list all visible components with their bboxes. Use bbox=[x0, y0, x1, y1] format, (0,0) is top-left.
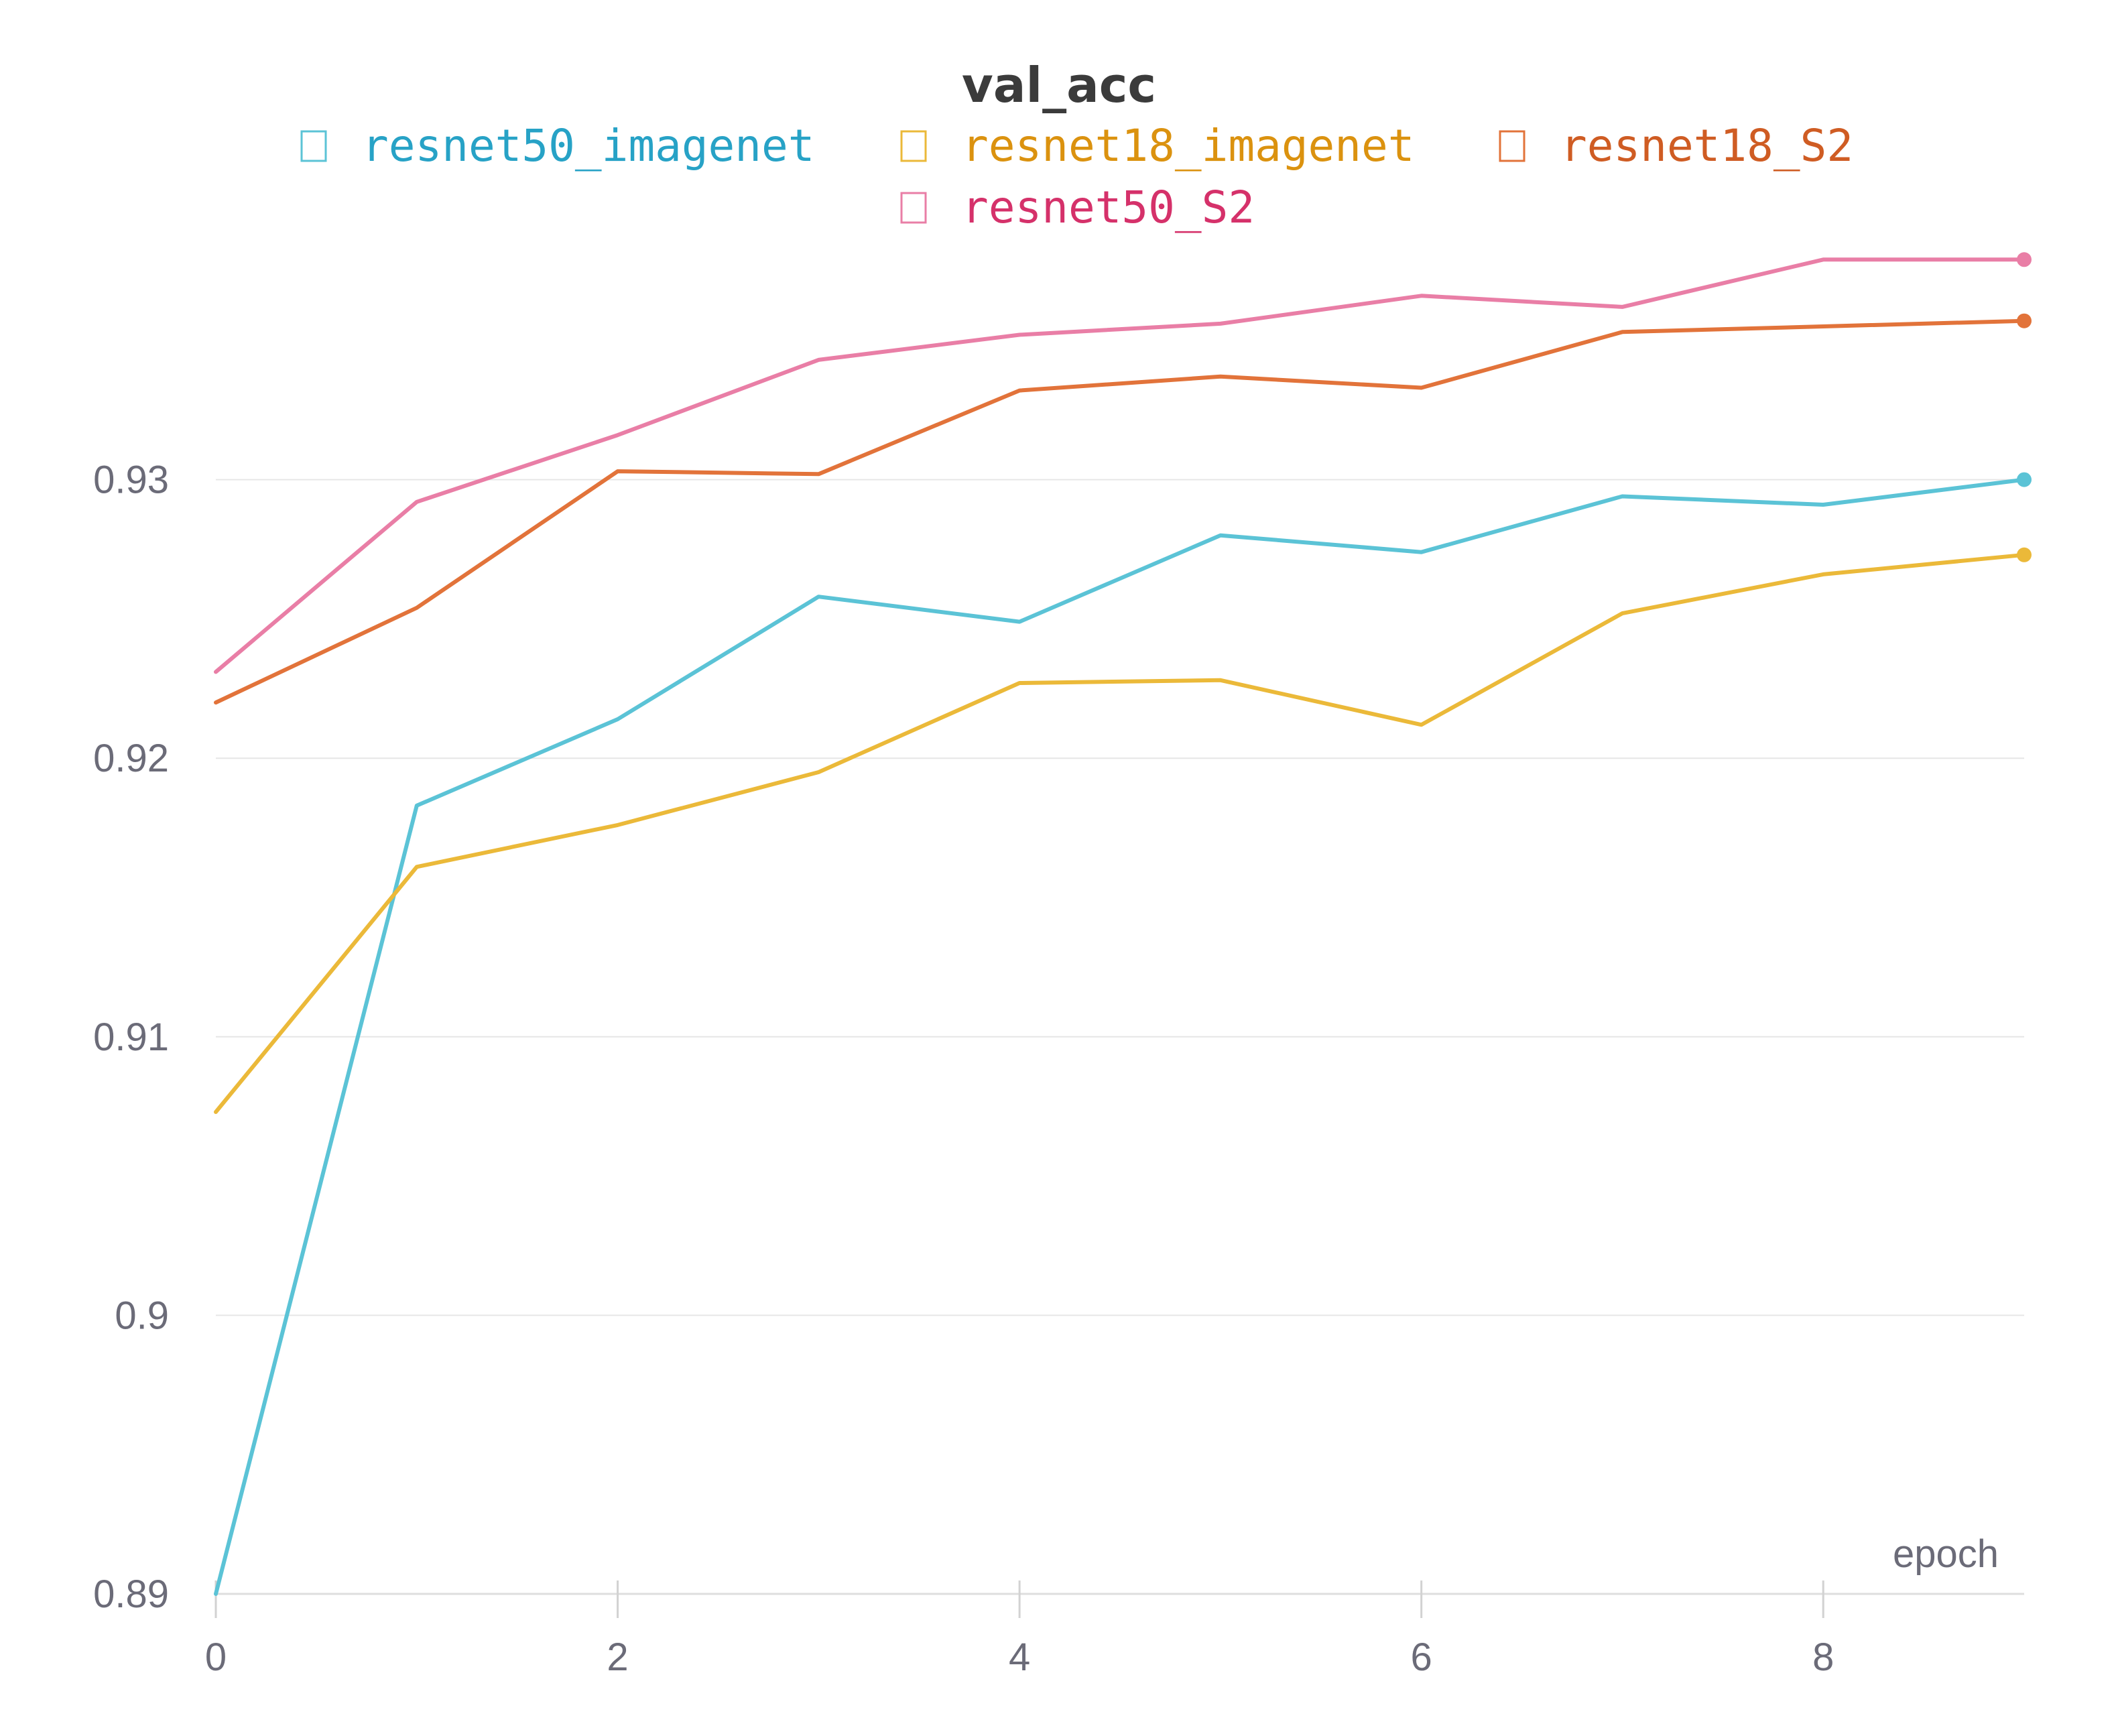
x-tick-label: 2 bbox=[607, 1635, 628, 1679]
series-end-point-resnet50_S2 bbox=[2017, 252, 2032, 267]
series-line-resnet18_S2 bbox=[214, 318, 2026, 705]
legend-swatch-icon bbox=[1499, 130, 1525, 162]
legend-swatch-icon bbox=[300, 130, 327, 162]
y-tick-label: 0.93 bbox=[93, 458, 169, 502]
series-line-resnet18_imagenet bbox=[214, 552, 2026, 1114]
chart-title: val_acc bbox=[962, 57, 1156, 113]
series-line-resnet50_imagenet bbox=[214, 477, 2026, 1596]
series-line-resnet50_S2 bbox=[214, 257, 2026, 674]
series-end-point-resnet18_imagenet bbox=[2017, 547, 2032, 562]
x-tick-label: 0 bbox=[205, 1635, 227, 1679]
legend-swatch-icon bbox=[900, 192, 927, 224]
y-axis: 0.89 0.9 0.91 0.92 0.93 bbox=[93, 458, 169, 1616]
x-axis-title: epoch bbox=[1893, 1532, 1999, 1576]
legend-swatch-icon bbox=[900, 130, 927, 162]
y-tick-label: 0.9 bbox=[115, 1294, 169, 1337]
legend-label: resnet50_S2 bbox=[962, 182, 1255, 233]
legend-label: resnet50_imagenet bbox=[362, 120, 815, 172]
y-tick-label: 0.92 bbox=[93, 737, 169, 780]
y-tick-label: 0.89 bbox=[93, 1572, 169, 1616]
series-end-point-resnet50_imagenet bbox=[2017, 472, 2032, 487]
grid bbox=[216, 479, 2024, 1595]
series-end-point-resnet18_S2 bbox=[2017, 313, 2032, 328]
x-tick-label: 4 bbox=[1009, 1635, 1030, 1679]
series-group bbox=[214, 252, 2032, 1596]
x-tick-label: 6 bbox=[1411, 1635, 1432, 1679]
y-tick-label: 0.91 bbox=[93, 1015, 169, 1059]
x-tick-label: 8 bbox=[1812, 1635, 1834, 1679]
legend-label: resnet18_S2 bbox=[1560, 120, 1853, 172]
legend-label: resnet18_imagenet bbox=[962, 120, 1415, 172]
legend: resnet50_imagenet resnet18_imagenet resnet… bbox=[300, 120, 1853, 233]
x-axis: 0 2 4 6 8 bbox=[205, 1580, 2024, 1679]
